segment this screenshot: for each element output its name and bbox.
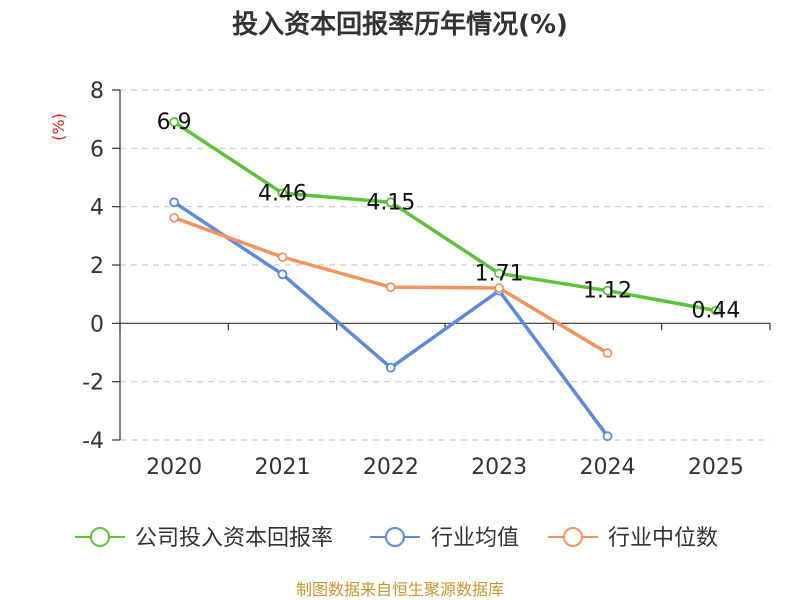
data-point (385, 282, 396, 293)
series-lines (169, 117, 721, 442)
data-label: 4.46 (258, 181, 307, 206)
data-point (385, 362, 396, 373)
legend-item: 行业均值 (370, 526, 519, 551)
y-tick-label: -2 (82, 371, 104, 396)
x-tick-label: 2021 (255, 455, 311, 480)
legend-label: 行业均值 (431, 526, 519, 551)
data-label: 0.44 (691, 299, 740, 324)
legend-marker (90, 527, 110, 547)
data-point (602, 285, 613, 296)
data-point (602, 431, 613, 442)
data-point (277, 188, 288, 199)
chart-title: 投入资本回报率历年情况(%) (232, 9, 568, 40)
y-tick-label: 4 (90, 196, 104, 221)
legend-item: 公司投入资本回报率 (75, 526, 333, 551)
x-tick-label: 2020 (146, 455, 202, 480)
series-line (173, 120, 717, 313)
data-point (169, 212, 180, 223)
data-point (494, 283, 505, 293)
legend: 公司投入资本回报率 行业均值 行业中位数 (75, 526, 718, 551)
data-point (602, 348, 613, 358)
grid-lines (120, 89, 770, 441)
data-label: 6.9 (157, 110, 192, 135)
y-tick-label: -4 (82, 429, 104, 454)
source-note: 制图数据来自恒生聚源数据库 (296, 580, 504, 599)
data-point (169, 197, 180, 208)
data-point (169, 117, 180, 127)
y-tick-label: 8 (90, 79, 104, 104)
legend-label: 行业中位数 (608, 526, 718, 551)
data-point (385, 197, 396, 208)
data-point (710, 305, 721, 316)
data-label: 1.12 (583, 279, 632, 304)
legend-item: 行业中位数 (548, 526, 718, 551)
y-axis-unit: (%) (49, 113, 68, 141)
data-point (277, 252, 288, 263)
data-label: 4.15 (366, 190, 415, 215)
axes: 8 6 4 2 0 -2 -4 2020 2021 2022 2023 2024 2025 (82, 79, 771, 480)
x-tick-label: 2022 (363, 455, 419, 480)
y-tick-label: 0 (90, 312, 104, 337)
x-tick-label: 2025 (688, 455, 744, 480)
legend-marker (385, 527, 405, 547)
data-point (277, 269, 288, 280)
legend-marker (563, 527, 583, 547)
legend-label: 公司投入资本回报率 (135, 526, 333, 551)
data-point (494, 268, 505, 279)
x-tick-label: 2024 (580, 455, 636, 480)
x-tick-label: 2023 (471, 455, 527, 480)
data-label: 1.71 (475, 261, 524, 286)
series-line (173, 200, 609, 438)
data-labels: 6.9 4.46 4.15 1.71 1.12 0.44 (157, 110, 741, 323)
y-tick-label: 2 (90, 254, 104, 279)
y-tick-label: 6 (90, 137, 104, 162)
